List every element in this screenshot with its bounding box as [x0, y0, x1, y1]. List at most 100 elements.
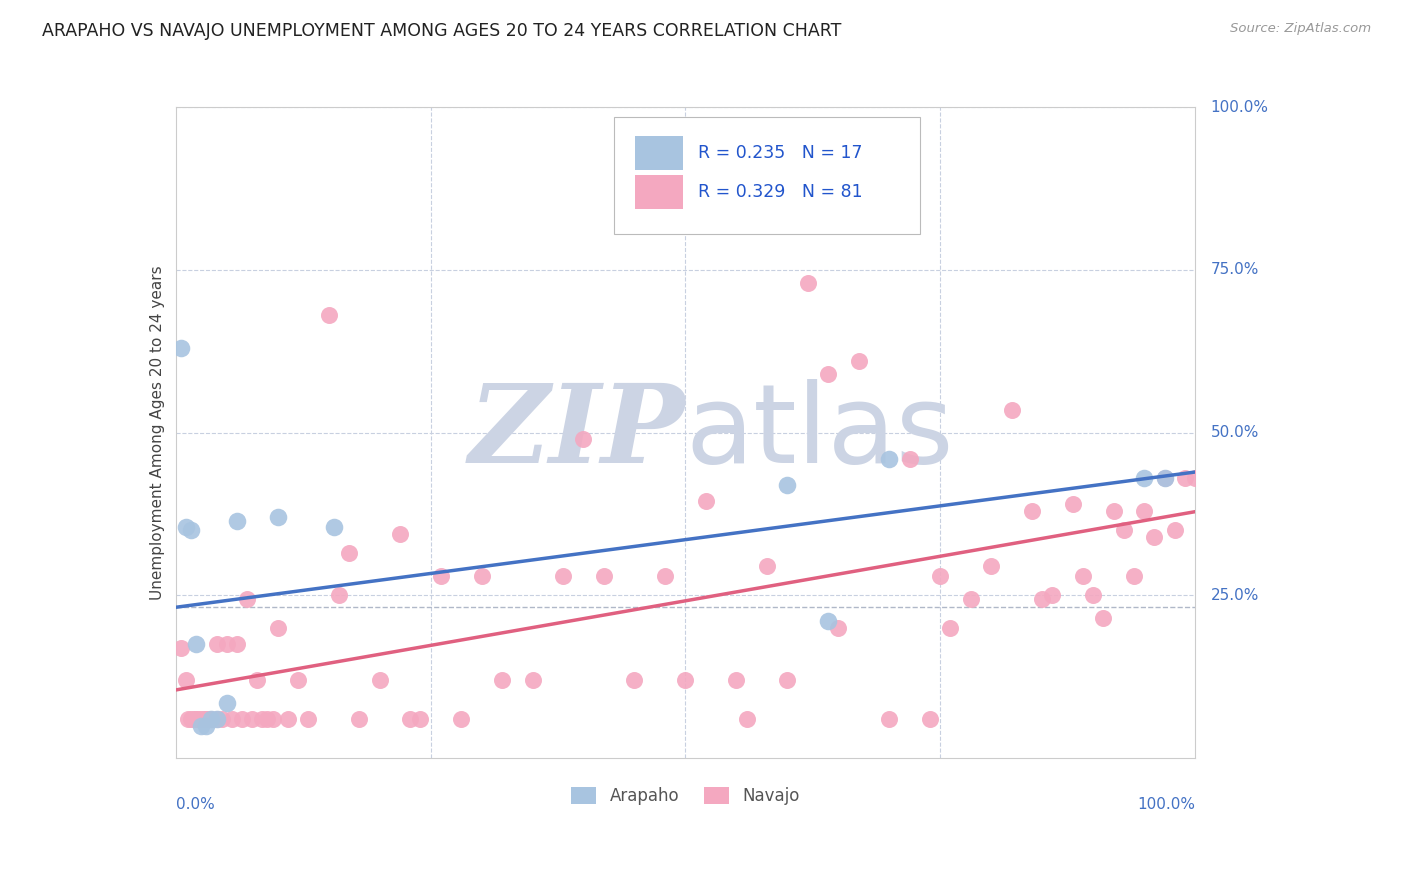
- Text: atlas: atlas: [686, 379, 953, 486]
- Point: [1040, 589, 1064, 603]
- Point: [1083, 589, 1105, 603]
- Text: R = 0.329   N = 81: R = 0.329 N = 81: [697, 183, 862, 201]
- Point: [1102, 504, 1125, 518]
- Point: [256, 712, 278, 726]
- Point: [1031, 591, 1053, 606]
- Point: [221, 712, 243, 726]
- Point: [297, 712, 319, 726]
- FancyBboxPatch shape: [636, 136, 683, 169]
- Point: [322, 520, 344, 534]
- Point: [817, 367, 839, 381]
- Point: [180, 523, 202, 537]
- Point: [399, 712, 422, 726]
- Point: [262, 712, 284, 726]
- Text: 100.0%: 100.0%: [1137, 797, 1195, 813]
- Point: [551, 569, 574, 583]
- Point: [215, 637, 238, 651]
- Point: [177, 712, 200, 726]
- Point: [186, 712, 208, 726]
- Point: [1143, 530, 1166, 544]
- Point: [225, 637, 249, 651]
- Text: 100.0%: 100.0%: [1211, 100, 1268, 114]
- Point: [1112, 523, 1135, 537]
- Point: [180, 712, 202, 726]
- Point: [195, 712, 218, 726]
- Point: [267, 621, 290, 635]
- Point: [193, 712, 215, 726]
- Point: [388, 526, 411, 541]
- Point: [796, 276, 818, 290]
- Point: [190, 712, 212, 726]
- Text: R = 0.235   N = 17: R = 0.235 N = 17: [697, 144, 862, 161]
- Point: [1133, 504, 1156, 518]
- Point: [174, 673, 197, 687]
- Point: [328, 589, 350, 603]
- FancyBboxPatch shape: [614, 117, 920, 234]
- Point: [980, 559, 1002, 574]
- Legend: Arapaho, Navajo: Arapaho, Navajo: [564, 780, 807, 812]
- Point: [170, 341, 193, 355]
- Point: [920, 712, 942, 726]
- Point: [848, 354, 870, 368]
- Point: [572, 432, 595, 446]
- Point: [898, 451, 921, 466]
- Point: [215, 696, 238, 710]
- Point: [450, 712, 472, 726]
- Point: [240, 712, 263, 726]
- Point: [1163, 523, 1185, 537]
- Point: [205, 637, 228, 651]
- Point: [491, 673, 513, 687]
- Point: [174, 520, 197, 534]
- Point: [929, 569, 952, 583]
- Point: [252, 712, 274, 726]
- Point: [183, 712, 205, 726]
- Point: [1092, 611, 1115, 625]
- Point: [347, 712, 370, 726]
- Point: [959, 591, 981, 606]
- Point: [186, 637, 208, 651]
- Point: [200, 712, 222, 726]
- Point: [170, 640, 193, 655]
- Text: ARAPAHO VS NAVAJO UNEMPLOYMENT AMONG AGES 20 TO 24 YEARS CORRELATION CHART: ARAPAHO VS NAVAJO UNEMPLOYMENT AMONG AGE…: [42, 22, 842, 40]
- Point: [776, 673, 799, 687]
- Point: [277, 712, 299, 726]
- Text: 0.0%: 0.0%: [176, 797, 215, 813]
- Text: 25.0%: 25.0%: [1211, 588, 1258, 603]
- Text: ZIP: ZIP: [468, 379, 686, 486]
- Point: [368, 673, 391, 687]
- Point: [877, 712, 900, 726]
- Point: [654, 569, 676, 583]
- Point: [1153, 471, 1175, 485]
- Point: [318, 309, 340, 323]
- Point: [409, 712, 432, 726]
- Point: [236, 591, 259, 606]
- Point: [1184, 471, 1206, 485]
- Point: [246, 673, 269, 687]
- Point: [187, 712, 209, 726]
- Point: [267, 510, 290, 524]
- Text: 75.0%: 75.0%: [1211, 262, 1258, 277]
- Point: [225, 514, 249, 528]
- Point: [1133, 471, 1156, 485]
- Point: [776, 477, 799, 491]
- Point: [430, 569, 453, 583]
- Point: [1021, 504, 1043, 518]
- Point: [623, 673, 645, 687]
- Point: [205, 712, 228, 726]
- Point: [1000, 402, 1022, 417]
- Point: [817, 615, 839, 629]
- Point: [337, 546, 360, 560]
- Text: 50.0%: 50.0%: [1211, 425, 1258, 440]
- Point: [287, 673, 309, 687]
- Point: [1153, 471, 1175, 485]
- Point: [877, 451, 900, 466]
- Point: [231, 712, 253, 726]
- Point: [735, 712, 758, 726]
- Point: [675, 673, 697, 687]
- Point: [593, 569, 616, 583]
- Point: [522, 673, 544, 687]
- Point: [827, 621, 849, 635]
- Point: [197, 712, 219, 726]
- Point: [190, 719, 212, 733]
- Point: [1071, 569, 1094, 583]
